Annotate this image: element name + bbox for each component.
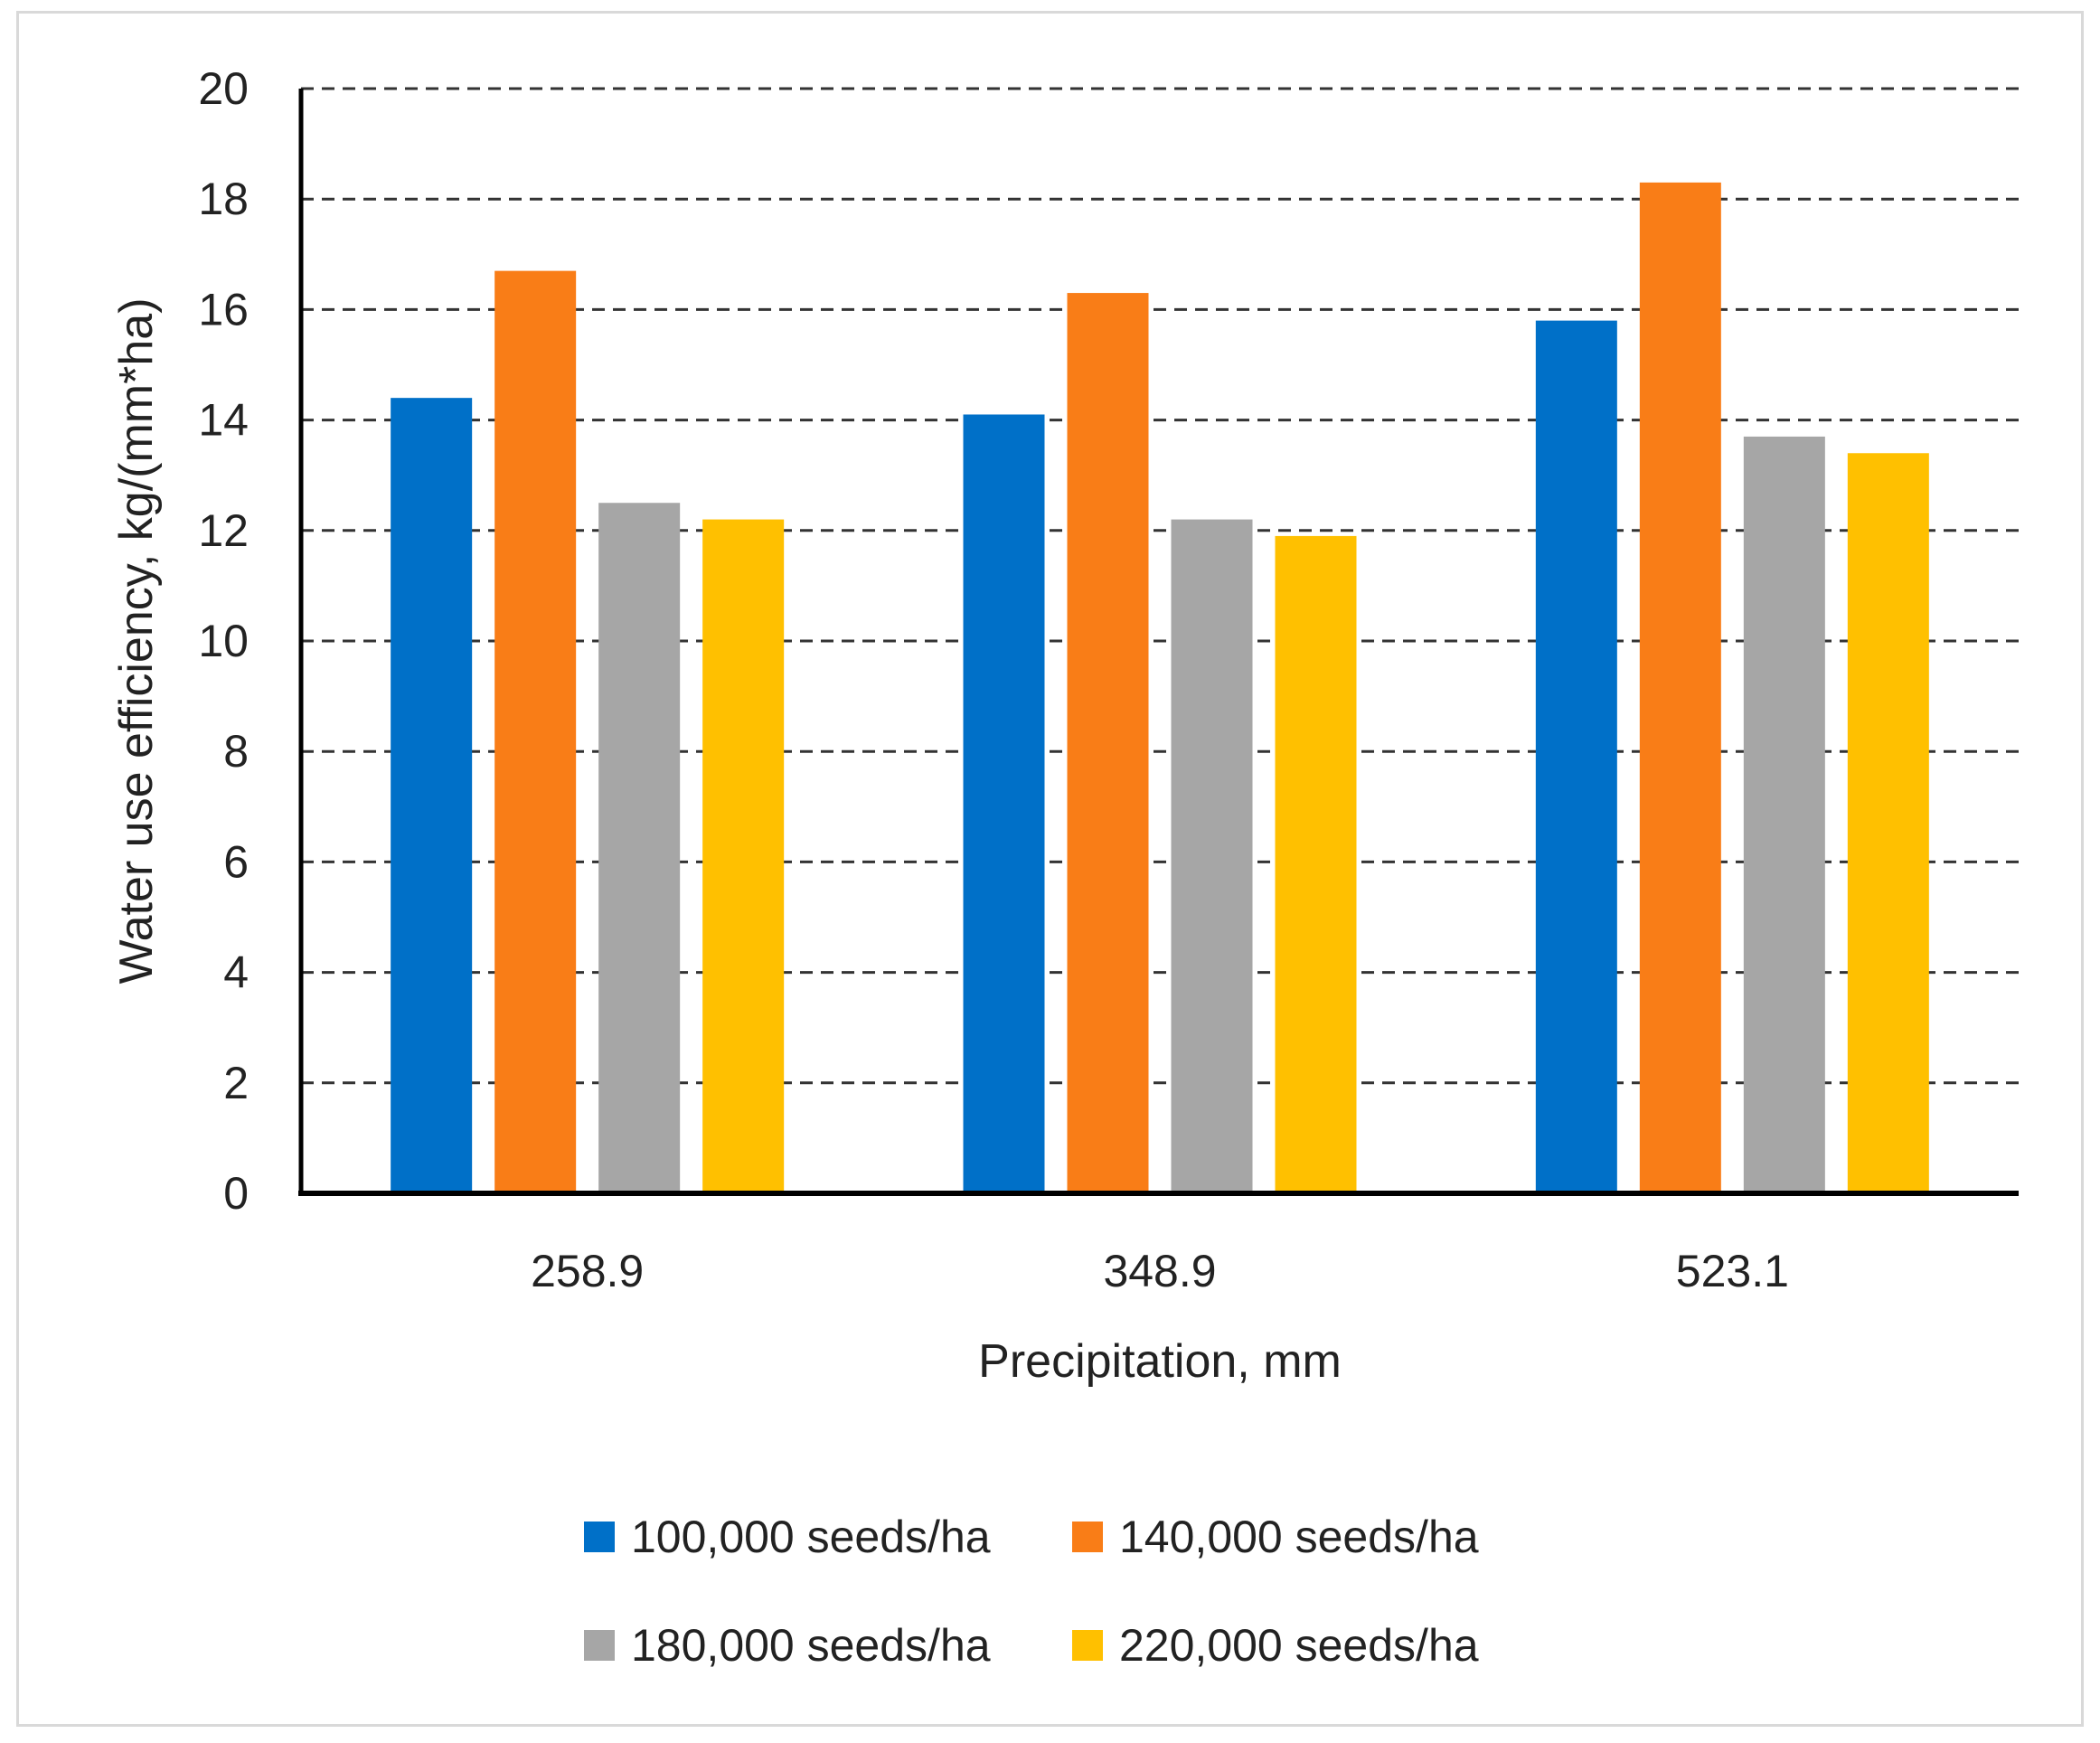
bar	[1847, 453, 1929, 1193]
y-tick-label: 18	[198, 174, 249, 224]
bar	[1535, 320, 1617, 1193]
y-tick-label: 14	[198, 395, 249, 446]
legend-label: 140,000 seeds/ha	[1119, 1512, 1479, 1562]
legend-label: 180,000 seeds/ha	[631, 1620, 991, 1671]
y-tick-label: 20	[198, 63, 249, 114]
legend-swatch	[1072, 1522, 1103, 1552]
x-tick-label: 258.9	[531, 1246, 644, 1296]
axes	[298, 89, 2019, 1196]
legend-row: 180,000 seeds/ha 220,000 seeds/ha	[584, 1591, 1578, 1700]
y-tick-label: 10	[198, 616, 249, 666]
legend-item: 140,000 seeds/ha	[1072, 1511, 1560, 1563]
y-tick-labels: 0 2 4 6 8 10 12 14 16 18 20	[198, 63, 249, 1219]
legend-item: 180,000 seeds/ha	[584, 1619, 1072, 1672]
legend-item: 220,000 seeds/ha	[1072, 1619, 1560, 1672]
y-tick-label: 6	[223, 836, 249, 887]
bar	[1275, 535, 1357, 1193]
y-tick-label: 8	[223, 726, 249, 777]
bar	[1171, 519, 1253, 1193]
legend-row: 100,000 seeds/ha 140,000 seeds/ha	[584, 1483, 1578, 1591]
bar	[1067, 293, 1149, 1193]
y-tick-label: 12	[198, 505, 249, 556]
legend-swatch	[584, 1522, 615, 1552]
y-tick-label: 16	[198, 284, 249, 334]
y-tick-label: 0	[223, 1168, 249, 1219]
bar	[494, 270, 577, 1193]
legend: 100,000 seeds/ha 140,000 seeds/ha 180,00…	[584, 1483, 1578, 1700]
y-axis-title: Water use efficiency, kg/(mm*ha)	[110, 297, 163, 984]
figure-frame	[16, 11, 2084, 1727]
bar	[1743, 436, 1825, 1193]
y-tick-label: 2	[223, 1058, 249, 1108]
bar	[702, 519, 785, 1193]
legend-label: 100,000 seeds/ha	[631, 1512, 991, 1562]
bar	[963, 414, 1045, 1193]
x-tick-label: 348.9	[1103, 1246, 1216, 1296]
x-axis-title: Precipitation, mm	[978, 1335, 1342, 1388]
x-tick-labels: 258.9 348.9 523.1	[531, 1246, 1789, 1296]
legend-item: 100,000 seeds/ha	[584, 1511, 1072, 1563]
legend-swatch	[1072, 1630, 1103, 1661]
y-tick-label: 4	[223, 947, 249, 998]
legend-label: 220,000 seeds/ha	[1119, 1620, 1479, 1671]
legend-swatch	[584, 1630, 615, 1661]
gridlines	[301, 87, 2019, 1085]
bars	[391, 182, 1929, 1193]
bar	[598, 503, 681, 1193]
x-tick-label: 523.1	[1676, 1246, 1789, 1296]
bar	[391, 398, 473, 1193]
bar	[1639, 182, 1721, 1193]
